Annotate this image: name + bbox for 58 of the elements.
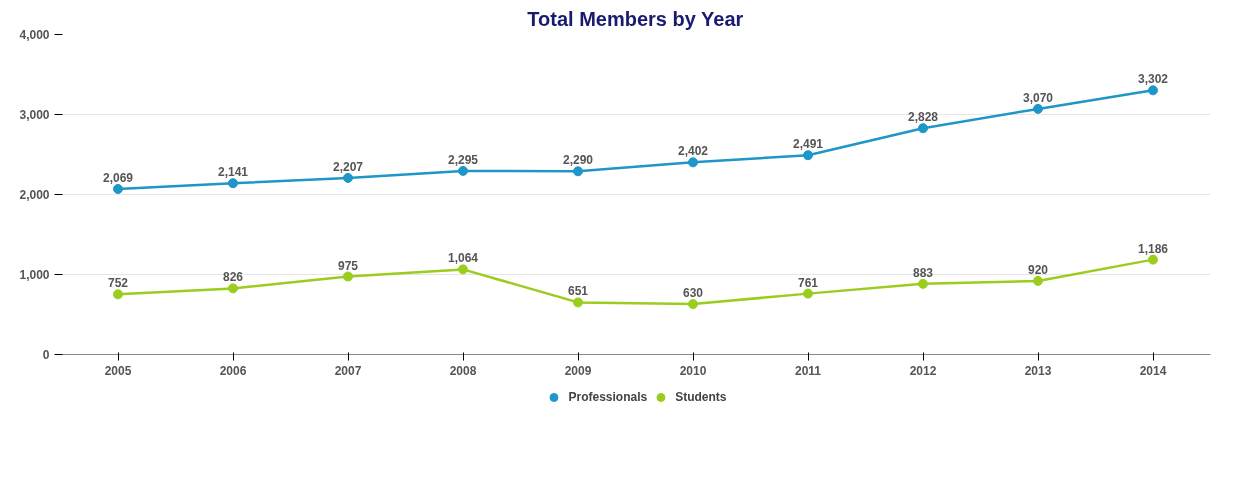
point — [688, 299, 698, 310]
point — [573, 166, 583, 177]
data-label: 826 — [222, 270, 244, 285]
x-tick-label: 2012 — [909, 363, 937, 378]
point — [688, 157, 698, 168]
point — [573, 297, 583, 308]
data-label: 2,491 — [792, 137, 824, 152]
data-label: 2,207 — [332, 159, 364, 174]
point — [343, 271, 353, 282]
point — [343, 172, 353, 183]
point — [458, 264, 468, 275]
point — [228, 178, 238, 189]
point — [918, 278, 928, 289]
x-tick-label: 2011 — [794, 363, 822, 378]
y-tick-label: 3,000 — [19, 108, 50, 122]
data-label: 975 — [337, 258, 359, 273]
point — [1148, 254, 1158, 265]
data-label: 752 — [107, 276, 129, 291]
point — [1148, 85, 1158, 96]
point — [113, 183, 123, 194]
point — [803, 288, 813, 299]
x-tick-label: 2008 — [449, 363, 477, 378]
y-tick-label: 2,000 — [19, 188, 50, 202]
x-tick-label: 2014 — [1139, 363, 1167, 378]
point — [918, 123, 928, 134]
x-tick-label: 2009 — [564, 363, 592, 378]
data-label: 3,302 — [1137, 72, 1169, 87]
point — [113, 289, 123, 300]
data-label: 920 — [1027, 262, 1049, 277]
data-label: 2,402 — [677, 144, 709, 159]
data-label: 1,064 — [447, 251, 479, 266]
legend-label: Students — [675, 390, 727, 404]
y-tick-label: 1,000 — [19, 268, 50, 282]
y-tick-label: 4,000 — [19, 28, 50, 42]
data-label: 761 — [797, 275, 819, 290]
point — [803, 150, 813, 161]
y-tick-label: 0 — [42, 348, 50, 362]
data-label: 2,141 — [217, 165, 249, 180]
data-label: 1,186 — [1137, 241, 1169, 256]
data-label: 883 — [912, 265, 934, 280]
x-tick-label: 2013 — [1024, 363, 1052, 378]
data-label: 630 — [682, 286, 704, 301]
data-label: 2,828 — [907, 110, 939, 125]
data-label: 2,069 — [102, 170, 134, 185]
x-tick-label: 2007 — [334, 363, 362, 378]
x-tick-label: 2010 — [679, 363, 707, 378]
data-label: 3,070 — [1022, 90, 1054, 105]
point — [1033, 275, 1043, 286]
x-tick-label: 2005 — [104, 363, 132, 378]
x-tick-label: 2006 — [219, 363, 247, 378]
data-label: 2,290 — [562, 153, 594, 168]
chart-title: Total Members by Year — [527, 7, 744, 30]
point — [228, 283, 238, 294]
point — [1033, 103, 1043, 114]
data-label: 2,295 — [447, 152, 479, 167]
point — [458, 165, 468, 176]
legend-label: Professionals — [568, 390, 648, 404]
data-label: 651 — [567, 284, 589, 299]
